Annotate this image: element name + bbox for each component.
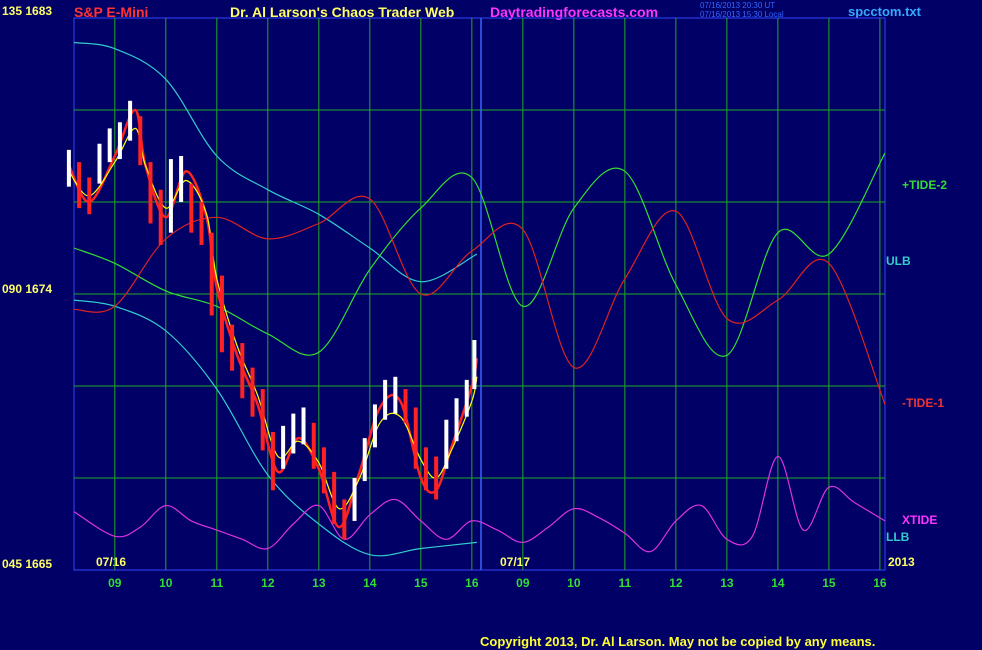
x-tick-label: 15 (414, 576, 428, 590)
price-bar (148, 162, 153, 224)
price-bar (240, 343, 245, 399)
price-bar (372, 404, 377, 448)
price-bar (66, 149, 71, 187)
series-label-llb: LLB (886, 530, 910, 544)
x-tick-label: 13 (312, 576, 326, 590)
x-tick-label: 12 (261, 576, 275, 590)
price-bar (403, 389, 408, 423)
site-link[interactable]: Daytradingforecasts.com (490, 4, 659, 20)
price-bar (260, 389, 265, 451)
x-tick-label: 09 (516, 576, 530, 590)
price-bar (383, 379, 388, 420)
price-bar (291, 413, 296, 454)
series-line-tide-1 (73, 195, 886, 405)
x-tick-label: 09 (108, 576, 122, 590)
chart-title: Dr. Al Larson's Chaos Trader Web (230, 4, 455, 20)
year-label: 2013 (888, 555, 915, 569)
x-tick-label: 10 (567, 576, 581, 590)
x-tick-label: 12 (669, 576, 683, 590)
price-bar (301, 407, 306, 445)
price-bar (77, 162, 82, 209)
series-line-ulb (73, 41, 478, 283)
price-bar (158, 189, 163, 245)
price-bar (454, 398, 459, 442)
series-line-tide-2 (73, 152, 886, 357)
x-tick-label: 10 (159, 576, 173, 590)
x-tick-label: 16 (465, 576, 479, 590)
price-bar (444, 419, 449, 469)
price-bar (219, 275, 224, 353)
price-bar (189, 183, 194, 233)
price-bar (230, 324, 235, 371)
price-bar (464, 379, 469, 417)
price-bar (250, 367, 255, 417)
price-bar (270, 432, 275, 491)
series-label-xtide: XTIDE (902, 513, 938, 527)
x-tick-label: 14 (771, 576, 785, 590)
price-bars (66, 100, 477, 540)
y-axis-label-bottom: 045 1665 (2, 557, 53, 571)
price-bar (179, 156, 184, 202)
series-line-xtide (73, 455, 886, 553)
price-bar (209, 232, 214, 316)
y-axis-label-top: 135 1683 (2, 4, 53, 18)
price-bar (107, 128, 112, 163)
price-bar (138, 116, 143, 166)
series-layer (67, 41, 886, 557)
price-bar (117, 122, 122, 160)
price-bar (332, 471, 337, 524)
x-tick-label: 16 (873, 576, 887, 590)
price-bar (97, 143, 102, 184)
price-bar (199, 202, 204, 245)
price-bar (362, 438, 367, 482)
series-line-llb (73, 299, 477, 557)
price-bar (128, 100, 133, 141)
data-filename: spcctom.txt (848, 4, 921, 19)
price-bar (434, 456, 439, 500)
price-bar (87, 177, 92, 215)
series-label-tide-pos: +TIDE-2 (902, 178, 948, 192)
price-bar (342, 499, 347, 540)
x-tick-labels: 09 10 11 12 13 14 15 16 09 10 11 12 13 14 15 16 (108, 576, 887, 590)
series-label-ulb: ULB (886, 254, 911, 268)
price-bar (423, 447, 428, 491)
date-label-day1: 07/16 (96, 555, 127, 569)
price-bar (393, 376, 398, 414)
price-bar (413, 407, 418, 469)
price-bar (321, 447, 326, 494)
price-bar (281, 425, 286, 469)
grid-lines (74, 18, 885, 570)
price-bar (472, 340, 477, 390)
x-tick-label: 15 (822, 576, 836, 590)
y-axis-label-mid: 090 1674 (2, 282, 53, 296)
timestamp-ut: 07/16/2013 20:30 UT (700, 1, 776, 10)
timestamp-local: 07/16/2013 15:30 Local (700, 10, 784, 19)
x-tick-label: 11 (619, 576, 632, 590)
price-bar (352, 478, 357, 521)
series-label-tide-neg: -TIDE-1 (902, 396, 944, 410)
instrument-title: S&P E-Mini (74, 4, 149, 20)
x-tick-label: 13 (720, 576, 734, 590)
copyright-footer: Copyright 2013, Dr. Al Larson. May not b… (480, 634, 876, 649)
x-tick-label: 14 (363, 576, 377, 590)
price-bar (168, 159, 173, 233)
price-bar (311, 422, 316, 469)
x-tick-label: 11 (210, 576, 223, 590)
